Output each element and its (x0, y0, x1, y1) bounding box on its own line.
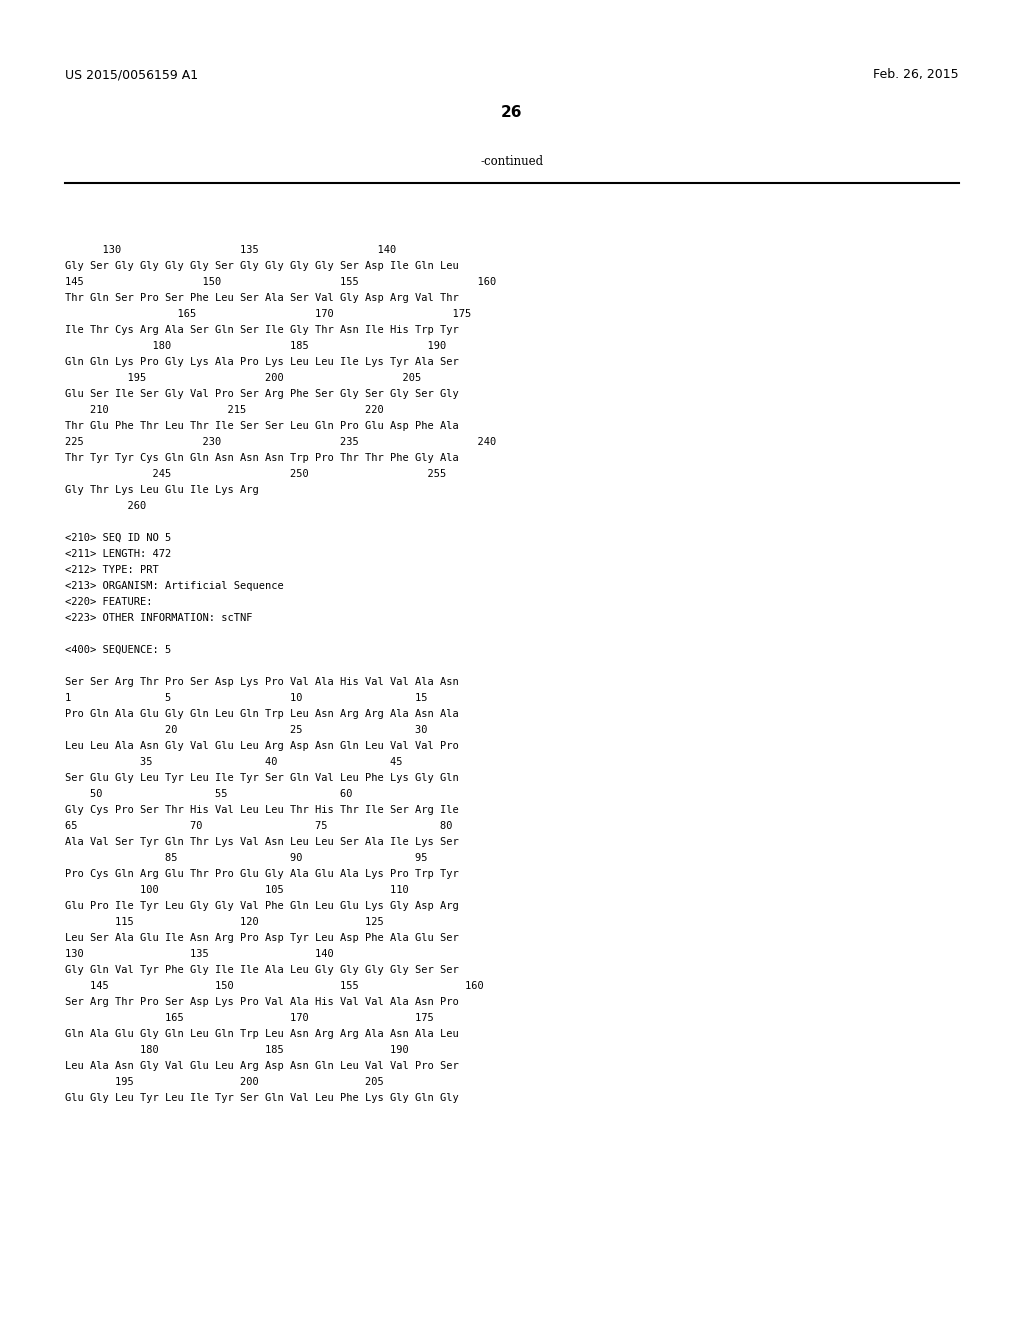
Text: 65                  70                  75                  80: 65 70 75 80 (65, 821, 453, 832)
Text: <211> LENGTH: 472: <211> LENGTH: 472 (65, 549, 171, 558)
Text: Ser Glu Gly Leu Tyr Leu Ile Tyr Ser Gln Val Leu Phe Lys Gly Gln: Ser Glu Gly Leu Tyr Leu Ile Tyr Ser Gln … (65, 774, 459, 783)
Text: 1               5                   10                  15: 1 5 10 15 (65, 693, 427, 704)
Text: Leu Ala Asn Gly Val Glu Leu Arg Asp Asn Gln Leu Val Val Pro Ser: Leu Ala Asn Gly Val Glu Leu Arg Asp Asn … (65, 1061, 459, 1071)
Text: Gln Ala Glu Gly Gln Leu Gln Trp Leu Asn Arg Arg Ala Asn Ala Leu: Gln Ala Glu Gly Gln Leu Gln Trp Leu Asn … (65, 1030, 459, 1039)
Text: Gly Thr Lys Leu Glu Ile Lys Arg: Gly Thr Lys Leu Glu Ile Lys Arg (65, 484, 259, 495)
Text: 35                  40                  45: 35 40 45 (65, 756, 402, 767)
Text: <223> OTHER INFORMATION: scTNF: <223> OTHER INFORMATION: scTNF (65, 612, 253, 623)
Text: Feb. 26, 2015: Feb. 26, 2015 (873, 69, 959, 81)
Text: <210> SEQ ID NO 5: <210> SEQ ID NO 5 (65, 533, 171, 543)
Text: 165                   170                   175: 165 170 175 (65, 309, 471, 319)
Text: Glu Gly Leu Tyr Leu Ile Tyr Ser Gln Val Leu Phe Lys Gly Gln Gly: Glu Gly Leu Tyr Leu Ile Tyr Ser Gln Val … (65, 1093, 459, 1104)
Text: 100                 105                 110: 100 105 110 (65, 884, 409, 895)
Text: Ile Thr Cys Arg Ala Ser Gln Ser Ile Gly Thr Asn Ile His Trp Tyr: Ile Thr Cys Arg Ala Ser Gln Ser Ile Gly … (65, 325, 459, 335)
Text: 245                   250                   255: 245 250 255 (65, 469, 446, 479)
Text: 145                   150                   155                   160: 145 150 155 160 (65, 277, 497, 286)
Text: Thr Gln Ser Pro Ser Phe Leu Ser Ala Ser Val Gly Asp Arg Val Thr: Thr Gln Ser Pro Ser Phe Leu Ser Ala Ser … (65, 293, 459, 304)
Text: 130                   135                   140: 130 135 140 (65, 246, 396, 255)
Text: -continued: -continued (480, 154, 544, 168)
Text: Leu Leu Ala Asn Gly Val Glu Leu Arg Asp Asn Gln Leu Val Val Pro: Leu Leu Ala Asn Gly Val Glu Leu Arg Asp … (65, 741, 459, 751)
Text: <220> FEATURE:: <220> FEATURE: (65, 597, 153, 607)
Text: Pro Cys Gln Arg Glu Thr Pro Glu Gly Ala Glu Ala Lys Pro Trp Tyr: Pro Cys Gln Arg Glu Thr Pro Glu Gly Ala … (65, 869, 459, 879)
Text: 115                 120                 125: 115 120 125 (65, 917, 384, 927)
Text: Ser Arg Thr Pro Ser Asp Lys Pro Val Ala His Val Val Ala Asn Pro: Ser Arg Thr Pro Ser Asp Lys Pro Val Ala … (65, 997, 459, 1007)
Text: 195                   200                   205: 195 200 205 (65, 374, 421, 383)
Text: <213> ORGANISM: Artificial Sequence: <213> ORGANISM: Artificial Sequence (65, 581, 284, 591)
Text: <212> TYPE: PRT: <212> TYPE: PRT (65, 565, 159, 576)
Text: 85                  90                  95: 85 90 95 (65, 853, 427, 863)
Text: US 2015/0056159 A1: US 2015/0056159 A1 (65, 69, 198, 81)
Text: 225                   230                   235                   240: 225 230 235 240 (65, 437, 497, 447)
Text: Pro Gln Ala Glu Gly Gln Leu Gln Trp Leu Asn Arg Arg Ala Asn Ala: Pro Gln Ala Glu Gly Gln Leu Gln Trp Leu … (65, 709, 459, 719)
Text: Gly Ser Gly Gly Gly Gly Ser Gly Gly Gly Gly Ser Asp Ile Gln Leu: Gly Ser Gly Gly Gly Gly Ser Gly Gly Gly … (65, 261, 459, 271)
Text: 130                 135                 140: 130 135 140 (65, 949, 334, 960)
Text: Leu Ser Ala Glu Ile Asn Arg Pro Asp Tyr Leu Asp Phe Ala Glu Ser: Leu Ser Ala Glu Ile Asn Arg Pro Asp Tyr … (65, 933, 459, 942)
Text: 260: 260 (65, 502, 146, 511)
Text: <400> SEQUENCE: 5: <400> SEQUENCE: 5 (65, 645, 171, 655)
Text: 145                 150                 155                 160: 145 150 155 160 (65, 981, 483, 991)
Text: Glu Ser Ile Ser Gly Val Pro Ser Arg Phe Ser Gly Ser Gly Ser Gly: Glu Ser Ile Ser Gly Val Pro Ser Arg Phe … (65, 389, 459, 399)
Text: 180                 185                 190: 180 185 190 (65, 1045, 409, 1055)
Text: Thr Tyr Tyr Cys Gln Gln Asn Asn Asn Trp Pro Thr Thr Phe Gly Ala: Thr Tyr Tyr Cys Gln Gln Asn Asn Asn Trp … (65, 453, 459, 463)
Text: Thr Glu Phe Thr Leu Thr Ile Ser Ser Leu Gln Pro Glu Asp Phe Ala: Thr Glu Phe Thr Leu Thr Ile Ser Ser Leu … (65, 421, 459, 432)
Text: Gln Gln Lys Pro Gly Lys Ala Pro Lys Leu Leu Ile Lys Tyr Ala Ser: Gln Gln Lys Pro Gly Lys Ala Pro Lys Leu … (65, 356, 459, 367)
Text: Gly Gln Val Tyr Phe Gly Ile Ile Ala Leu Gly Gly Gly Gly Ser Ser: Gly Gln Val Tyr Phe Gly Ile Ile Ala Leu … (65, 965, 459, 975)
Text: 26: 26 (502, 106, 522, 120)
Text: Glu Pro Ile Tyr Leu Gly Gly Val Phe Gln Leu Glu Lys Gly Asp Arg: Glu Pro Ile Tyr Leu Gly Gly Val Phe Gln … (65, 902, 459, 911)
Text: 165                 170                 175: 165 170 175 (65, 1012, 434, 1023)
Text: 50                  55                  60: 50 55 60 (65, 789, 352, 799)
Text: 195                 200                 205: 195 200 205 (65, 1077, 384, 1086)
Text: Ala Val Ser Tyr Gln Thr Lys Val Asn Leu Leu Ser Ala Ile Lys Ser: Ala Val Ser Tyr Gln Thr Lys Val Asn Leu … (65, 837, 459, 847)
Text: 180                   185                   190: 180 185 190 (65, 341, 446, 351)
Text: 20                  25                  30: 20 25 30 (65, 725, 427, 735)
Text: Ser Ser Arg Thr Pro Ser Asp Lys Pro Val Ala His Val Val Ala Asn: Ser Ser Arg Thr Pro Ser Asp Lys Pro Val … (65, 677, 459, 686)
Text: 210                   215                   220: 210 215 220 (65, 405, 384, 414)
Text: Gly Cys Pro Ser Thr His Val Leu Leu Thr His Thr Ile Ser Arg Ile: Gly Cys Pro Ser Thr His Val Leu Leu Thr … (65, 805, 459, 814)
